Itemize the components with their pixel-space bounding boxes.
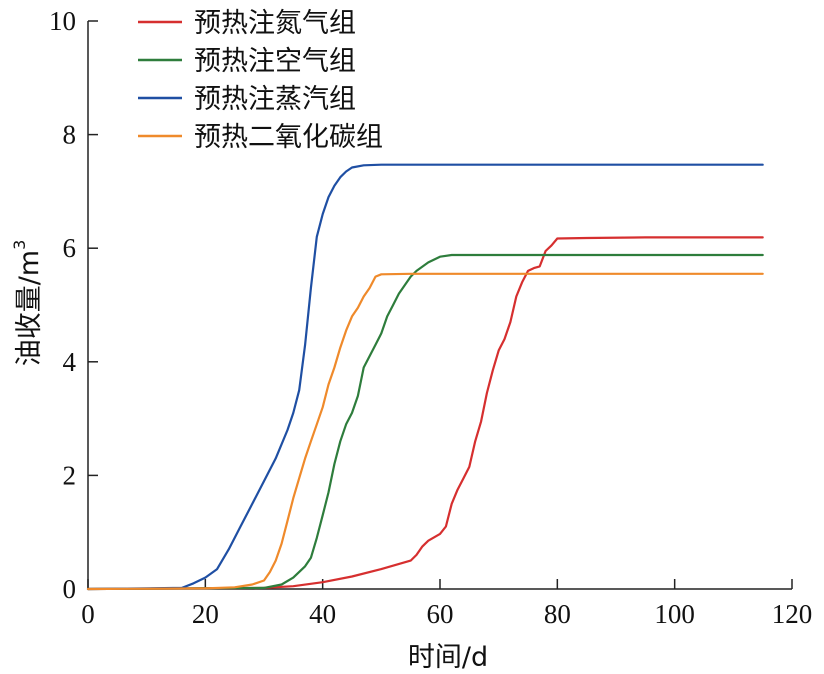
y-ticks: 0 2 4 6 8 10 <box>49 6 98 604</box>
y-tick-label: 4 <box>63 347 77 377</box>
y-tick-label: 10 <box>49 6 76 36</box>
x-ticks: 0 20 40 60 80 100 120 <box>81 579 812 629</box>
x-tick-label: 60 <box>427 599 454 629</box>
series-lines <box>86 163 764 591</box>
y-tick-label: 2 <box>63 460 77 490</box>
x-tick-label: 0 <box>81 599 95 629</box>
x-tick-label: 80 <box>544 599 571 629</box>
y-axis-title-superscript: 3 <box>10 240 29 250</box>
x-tick-label: 20 <box>192 599 219 629</box>
legend-label: 预热二氧化碳组 <box>194 122 383 153</box>
x-axis-title: 时间/d <box>408 642 488 673</box>
legend-label: 预热注空气组 <box>194 46 356 77</box>
series-line <box>86 163 764 591</box>
legend-label: 预热注氮气组 <box>194 8 356 39</box>
y-tick-label: 6 <box>63 233 77 263</box>
y-tick-label: 0 <box>63 574 77 604</box>
y-axis-title-main: 油收量/m <box>14 250 45 366</box>
y-tick-label: 8 <box>63 120 77 150</box>
x-tick-label: 40 <box>309 599 336 629</box>
y-axis-title: 油收量/m3 <box>10 240 45 367</box>
x-tick-label: 120 <box>772 599 813 629</box>
legend-label: 预热注蒸汽组 <box>194 84 356 115</box>
series-line <box>86 272 764 591</box>
series-line <box>86 236 764 591</box>
x-tick-label: 100 <box>654 599 695 629</box>
series-line <box>86 253 764 591</box>
y-axis-title-group: 油收量/m3 <box>10 240 45 367</box>
